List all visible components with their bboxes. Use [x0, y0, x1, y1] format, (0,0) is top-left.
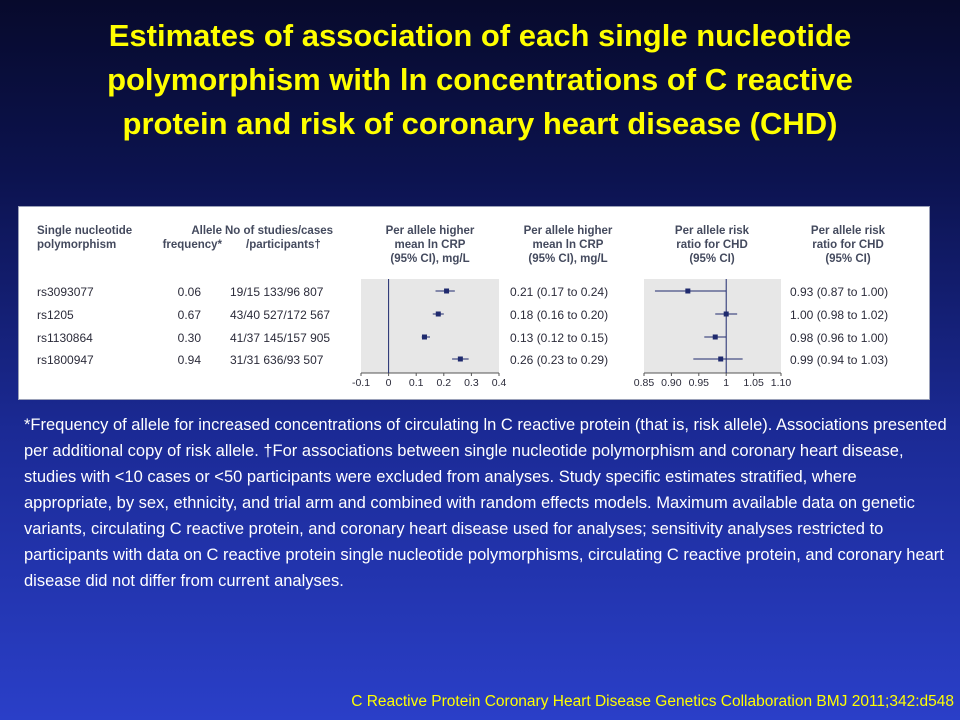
forest-plot-svg: Single nucleotide polymorphism Allele fr… [37, 225, 888, 389]
chd-tick-label-5: 1.05 [743, 377, 764, 389]
header-studies-1: No of studies/cases [225, 225, 333, 237]
row-2-chd-ci: 1.00 (0.98 to 1.02) [790, 308, 888, 322]
header-chd-text-2: ratio for CHD [812, 239, 884, 251]
crp-tick-label-5: 0.3 [464, 377, 479, 389]
header-crp-text-2: mean ln CRP [533, 239, 604, 251]
row-2-snp: rs1205 [37, 308, 74, 322]
header-freq-1: Allele [191, 225, 222, 237]
row-2-studies: 43/40 527/172 567 [230, 308, 330, 322]
chd-tick-label-4: 1 [723, 377, 729, 389]
citation-text: C Reactive Protein Coronary Heart Diseas… [351, 693, 954, 710]
row-3-snp: rs1130864 [37, 331, 93, 345]
crp-tick-label-4: 0.2 [436, 377, 451, 389]
row-3-studies: 41/37 145/157 905 [230, 331, 330, 345]
forest-plot-marks: -0.1 0 0.1 0.2 0.3 0.4 0.85 0.90 0.95 1 1.05 1.10 [352, 279, 791, 389]
header-crp-text-3: (95% CI), mg/L [528, 253, 607, 265]
forest-plot-figure: Single nucleotide polymorphism Allele fr… [18, 206, 930, 400]
chd-tick-label-3: 0.95 [689, 377, 710, 389]
title-line-2: polymorphism with ln concentrations of C… [107, 62, 853, 97]
crp-point-2 [435, 311, 441, 317]
row-4-crp-ci: 0.26 (0.23 to 0.29) [510, 353, 608, 367]
header-freq-2: frequency* [163, 239, 223, 251]
header-crp-plot-3: (95% CI), mg/L [390, 253, 469, 265]
chd-point-4 [718, 356, 724, 362]
crp-tick-label-6: 0.4 [492, 377, 507, 389]
crp-point-4 [457, 356, 463, 362]
crp-point-1 [444, 288, 450, 294]
footnote-text: *Frequency of allele for increased conce… [24, 416, 947, 590]
title-line-1: Estimates of association of each single … [108, 18, 852, 53]
chd-tick-label-6: 1.10 [771, 377, 792, 389]
crp-tick-label-2: 0 [386, 377, 392, 389]
row-4-freq: 0.94 [178, 353, 202, 367]
header-crp-plot-2: mean ln CRP [395, 239, 466, 251]
header-chd-plot-2: ratio for CHD [676, 239, 748, 251]
row-1-freq: 0.06 [178, 285, 202, 299]
row-2-crp-ci: 0.18 (0.16 to 0.20) [510, 308, 608, 322]
slide-title: Estimates of association of each single … [10, 14, 950, 146]
header-crp-text-1: Per allele higher [524, 225, 613, 237]
crp-point-3 [421, 334, 427, 340]
header-chd-text-3: (95% CI) [825, 253, 871, 265]
crp-plot-panel [361, 279, 499, 373]
chd-plot-panel [644, 279, 781, 373]
row-1-crp-ci: 0.21 (0.17 to 0.24) [510, 285, 608, 299]
row-4-chd-ci: 0.99 (0.94 to 1.03) [790, 353, 888, 367]
crp-tick-label-3: 0.1 [409, 377, 424, 389]
title-line-3: protein and risk of coronary heart disea… [122, 106, 838, 141]
crp-tick-label-1: -0.1 [352, 377, 370, 389]
chd-tick-label-2: 0.90 [661, 377, 682, 389]
row-2-freq: 0.67 [178, 308, 202, 322]
row-1-snp: rs3093077 [37, 285, 94, 299]
header-chd-plot-3: (95% CI) [689, 253, 735, 265]
row-3-chd-ci: 0.98 (0.96 to 1.00) [790, 331, 888, 345]
chd-tick-label-1: 0.85 [634, 377, 655, 389]
row-1-studies: 19/15 133/96 807 [230, 285, 324, 299]
row-3-freq: 0.30 [178, 331, 202, 345]
row-1-chd-ci: 0.93 (0.87 to 1.00) [790, 285, 888, 299]
chd-point-2 [723, 311, 729, 317]
header-crp-plot-1: Per allele higher [386, 225, 475, 237]
row-4-snp: rs1800947 [37, 353, 94, 367]
row-4-studies: 31/31 636/93 507 [230, 353, 324, 367]
header-snp-2: polymorphism [37, 239, 116, 251]
header-chd-text-1: Per allele risk [811, 225, 886, 237]
chd-point-1 [685, 288, 691, 294]
chd-point-3 [712, 334, 718, 340]
header-studies-2: /participants† [246, 239, 321, 251]
row-3-crp-ci: 0.13 (0.12 to 0.15) [510, 331, 608, 345]
header-snp-1: Single nucleotide [37, 225, 132, 237]
header-chd-plot-1: Per allele risk [675, 225, 750, 237]
